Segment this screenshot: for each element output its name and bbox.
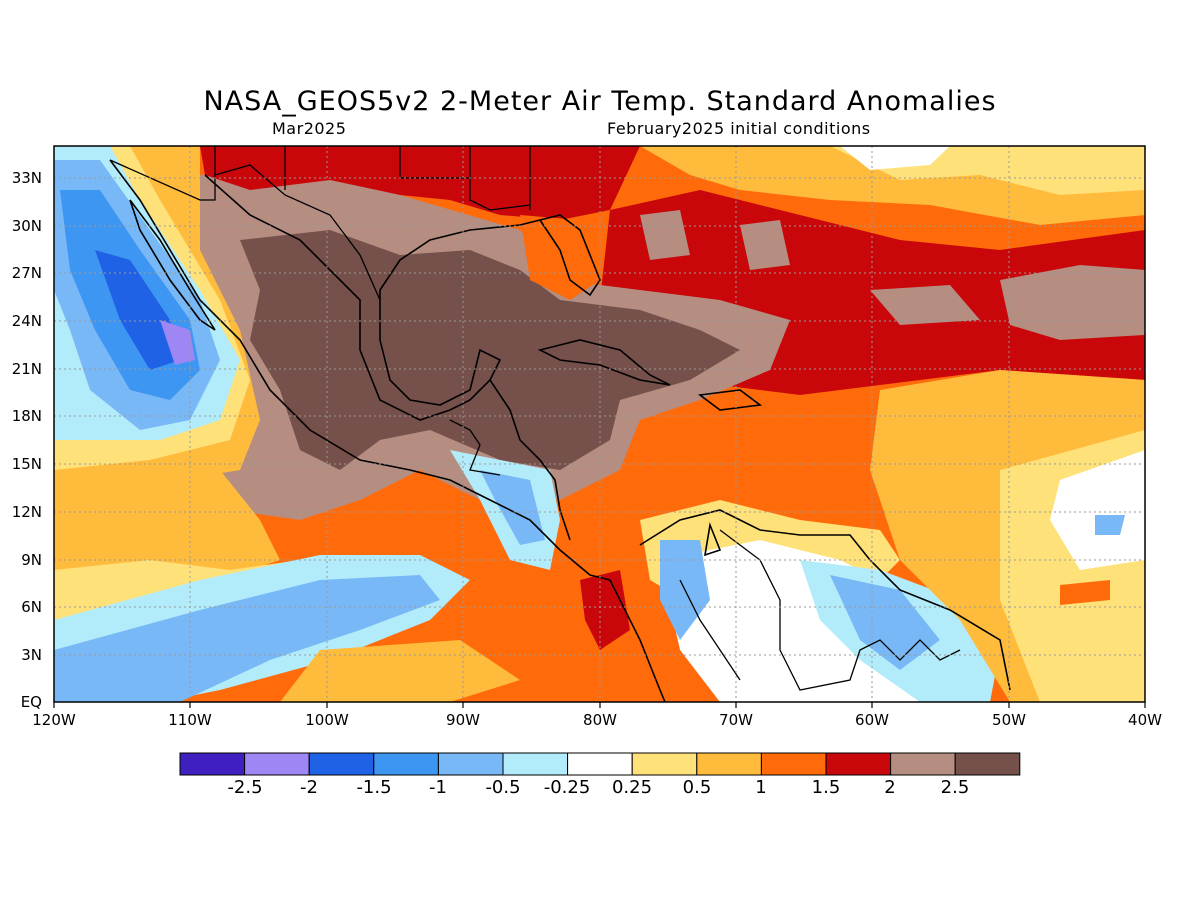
colorbar-label: 1.5 xyxy=(812,777,841,798)
colorbar-swatch xyxy=(761,753,826,775)
colorbar-swatch xyxy=(891,753,956,775)
colorbar-swatch xyxy=(697,753,762,775)
lon-labels: 120W 110W 100W 90W 80W 70W 60W 50W 40W xyxy=(32,711,1162,729)
lon-label: 120W xyxy=(32,711,76,729)
colorbar xyxy=(180,753,1020,775)
colorbar-label: 2.5 xyxy=(941,777,970,798)
lon-label: 110W xyxy=(168,711,212,729)
lat-label: 9N xyxy=(21,551,42,569)
colorbar-swatch xyxy=(955,753,1020,775)
colorbar-label: -1.5 xyxy=(356,777,391,798)
lat-label: 24N xyxy=(12,312,42,330)
colorbar-swatch xyxy=(438,753,503,775)
lon-label: 100W xyxy=(305,711,349,729)
colorbar-label: 2 xyxy=(884,777,895,798)
anomaly-region xyxy=(1095,515,1125,535)
colorbar-swatch xyxy=(503,753,568,775)
colorbar-label: -2 xyxy=(300,777,318,798)
lat-label: EQ xyxy=(21,693,42,711)
lon-label: 40W xyxy=(1128,711,1162,729)
colorbar-label: -0.25 xyxy=(544,777,591,798)
lon-label: 90W xyxy=(446,711,480,729)
lat-label: 3N xyxy=(21,646,42,664)
colorbar-label: 0.5 xyxy=(683,777,712,798)
colorbar-label: 1 xyxy=(755,777,766,798)
colorbar-label: -2.5 xyxy=(227,777,262,798)
colorbar-labels: -2.5 -2 -1.5 -1 -0.5 -0.25 0.25 0.5 1 1.… xyxy=(227,777,969,798)
lat-label: 6N xyxy=(21,598,42,616)
colorbar-label: -1 xyxy=(429,777,447,798)
lon-label: 60W xyxy=(855,711,889,729)
lat-label: 21N xyxy=(12,360,42,378)
lat-label: 18N xyxy=(12,407,42,425)
colorbar-swatch xyxy=(826,753,891,775)
lon-label: 80W xyxy=(583,711,617,729)
colorbar-swatch xyxy=(180,753,245,775)
anomaly-map: 33N 30N 27N 24N 21N 18N 15N 12N 9N 6N 3N… xyxy=(0,0,1200,900)
lat-label: 30N xyxy=(12,217,42,235)
lat-label: 12N xyxy=(12,503,42,521)
tick-marks xyxy=(54,702,1145,708)
lat-label: 15N xyxy=(12,455,42,473)
colorbar-swatch xyxy=(374,753,439,775)
colorbar-swatch xyxy=(632,753,697,775)
lat-labels: 33N 30N 27N 24N 21N 18N 15N 12N 9N 6N 3N… xyxy=(12,169,42,711)
colorbar-swatch xyxy=(309,753,374,775)
colorbar-swatch xyxy=(568,753,633,775)
lat-label: 27N xyxy=(12,264,42,282)
lon-label: 70W xyxy=(719,711,753,729)
lon-label: 50W xyxy=(992,711,1026,729)
colorbar-label: -0.5 xyxy=(485,777,520,798)
colorbar-label: 0.25 xyxy=(612,777,652,798)
colorbar-swatch xyxy=(245,753,310,775)
lat-label: 33N xyxy=(12,169,42,187)
anomaly-field xyxy=(54,146,1145,702)
